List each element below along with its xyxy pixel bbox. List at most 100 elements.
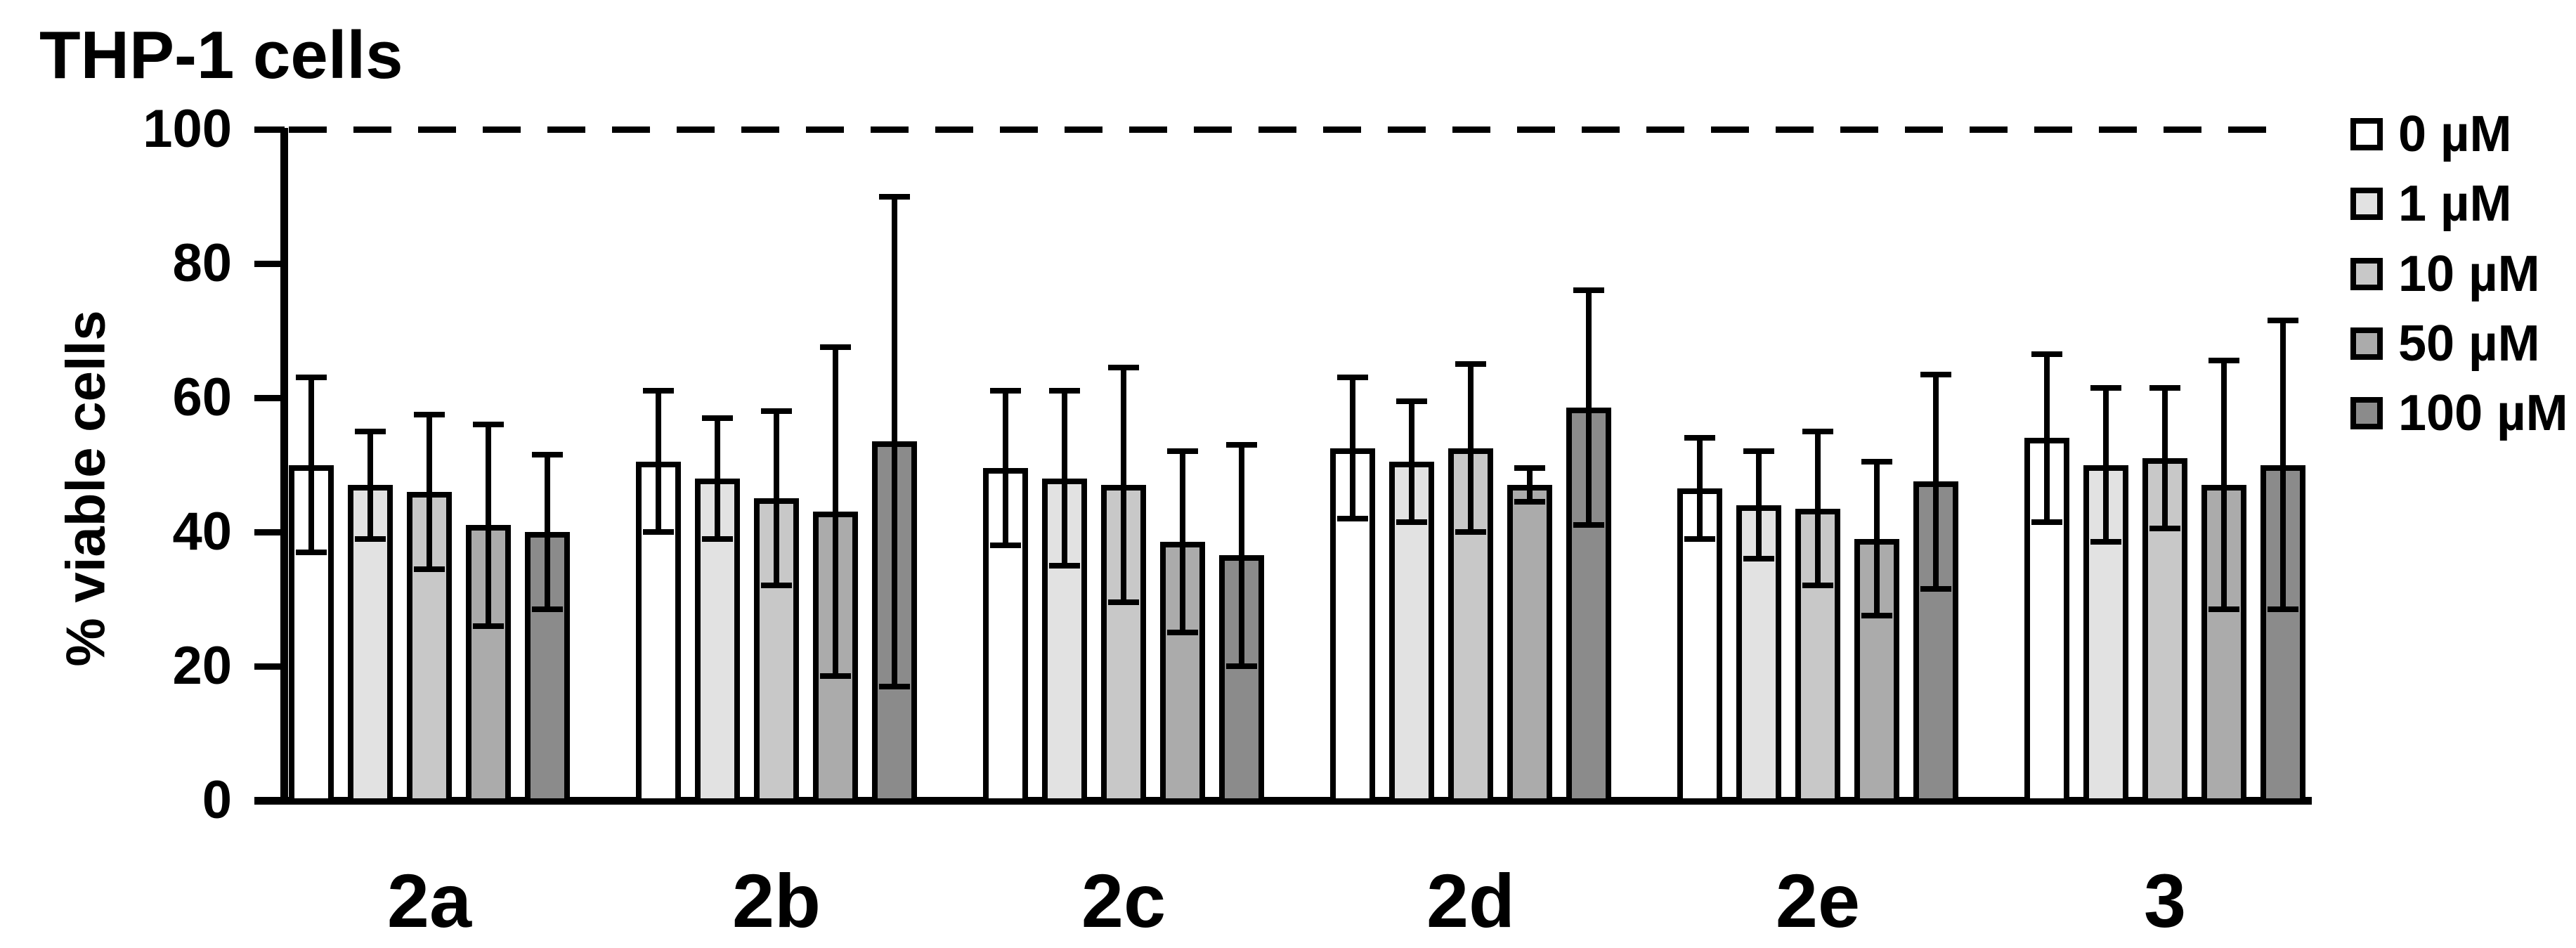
error-cap-top-3-100µM (2268, 318, 2298, 324)
error-cap-bottom-2a-0µM (296, 549, 327, 555)
error-cap-top-2e-50µM (1861, 458, 1892, 465)
error-bar-2a-100µM (545, 455, 550, 609)
error-bar-2b-1µM (715, 417, 720, 539)
legend-entry-50µM: 50 µM (2350, 315, 2540, 372)
y-axis-label: % viable cells (54, 310, 117, 667)
error-cap-top-2e-1µM (1743, 448, 1774, 455)
error-cap-top-2e-100µM (1920, 371, 1951, 377)
error-cap-top-2b-0µM (643, 388, 674, 394)
error-bar-3-100µM (2280, 320, 2286, 609)
legend-label-10µM: 10 µM (2398, 245, 2540, 302)
error-cap-bottom-2b-1µM (702, 535, 733, 542)
legend-entry-100µM: 100 µM (2350, 385, 2568, 441)
y-tick-0 (254, 798, 285, 804)
legend-swatch-0µM (2350, 118, 2383, 150)
error-cap-top-2a-10µM (414, 411, 445, 417)
legend-swatch-100µM (2350, 397, 2383, 430)
error-bar-2e-100µM (1933, 374, 1939, 590)
error-cap-top-2a-1µM (355, 428, 386, 434)
error-bar-2d-1µM (1409, 401, 1414, 522)
bar-2e-1µM (1736, 505, 1781, 804)
error-cap-top-2b-100µM (879, 193, 910, 200)
error-bar-2b-10µM (774, 411, 779, 586)
error-cap-bottom-2e-1µM (1743, 556, 1774, 562)
error-cap-top-2c-0µM (990, 388, 1021, 394)
error-cap-bottom-2d-1µM (1396, 519, 1427, 525)
error-cap-bottom-3-0µM (2031, 519, 2062, 525)
error-bar-2c-50µM (1180, 451, 1185, 633)
error-cap-top-2a-0µM (296, 375, 327, 381)
error-cap-bottom-2b-10µM (761, 583, 792, 589)
error-cap-top-2d-0µM (1337, 375, 1368, 381)
error-cap-bottom-2d-0µM (1337, 515, 1368, 521)
error-cap-bottom-2c-50µM (1167, 630, 1198, 636)
error-bar-2c-100µM (1239, 444, 1244, 666)
chart-title: THP-1 cells (39, 18, 403, 93)
error-cap-top-3-0µM (2031, 351, 2062, 357)
error-cap-top-2c-1µM (1049, 388, 1080, 394)
legend-swatch-50µM (2350, 327, 2383, 360)
y-tick-40 (254, 529, 285, 535)
error-cap-top-2d-50µM (1514, 465, 1545, 472)
error-bar-2d-10µM (1468, 364, 1474, 532)
error-cap-top-2b-1µM (702, 415, 733, 421)
error-cap-bottom-2a-10µM (414, 566, 445, 572)
bar-2d-50µM (1507, 485, 1552, 804)
y-tick-label-20: 20 (172, 636, 232, 696)
y-tick-label-40: 40 (172, 502, 232, 561)
error-bar-2b-100µM (892, 196, 897, 687)
error-cap-top-2d-100µM (1573, 287, 1604, 294)
error-cap-top-2b-10µM (761, 408, 792, 415)
error-cap-top-2d-10µM (1455, 361, 1486, 368)
error-bar-2a-0µM (308, 377, 314, 552)
error-cap-top-2c-50µM (1167, 448, 1198, 455)
error-bar-3-1µM (2103, 387, 2109, 543)
error-bar-2b-50µM (833, 347, 838, 677)
y-tick-label-0: 0 (202, 770, 232, 830)
error-bar-2d-0µM (1350, 377, 1355, 519)
error-cap-bottom-2a-100µM (532, 606, 563, 612)
y-tick-label-100: 100 (143, 99, 232, 159)
error-cap-bottom-2c-1µM (1049, 562, 1080, 569)
legend-label-1µM: 1 µM (2398, 176, 2512, 233)
error-cap-top-2e-10µM (1802, 428, 1833, 434)
error-cap-bottom-2a-1µM (355, 535, 386, 542)
error-bar-2b-0µM (656, 391, 661, 532)
error-cap-top-2a-100µM (532, 452, 563, 458)
error-cap-bottom-3-100µM (2268, 606, 2298, 612)
legend-swatch-1µM (2350, 188, 2383, 221)
error-bar-3-50µM (2221, 361, 2227, 609)
y-tick-60 (254, 395, 285, 401)
error-bar-2c-0µM (1003, 391, 1008, 546)
x-category-label-2d: 2d (1426, 858, 1516, 943)
legend-swatch-10µM (2350, 257, 2383, 290)
error-cap-top-2d-1µM (1396, 398, 1427, 404)
error-bar-2a-10µM (427, 414, 432, 569)
error-cap-bottom-2e-100µM (1920, 586, 1951, 592)
reference-dashed-line-100 (289, 126, 2286, 133)
legend-label-0µM: 0 µM (2398, 106, 2512, 162)
y-tick-label-60: 60 (172, 368, 232, 427)
error-cap-bottom-2d-50µM (1514, 499, 1545, 505)
error-bar-2c-1µM (1062, 391, 1067, 566)
error-cap-bottom-2b-0µM (643, 529, 674, 535)
x-category-label-2c: 2c (1081, 858, 1166, 943)
y-axis-line (280, 128, 288, 804)
error-cap-top-3-10µM (2149, 384, 2180, 391)
error-cap-bottom-2c-10µM (1108, 599, 1139, 606)
error-bar-3-0µM (2044, 353, 2050, 522)
legend-label-50µM: 50 µM (2398, 315, 2540, 372)
error-bar-2a-1µM (367, 431, 373, 539)
legend-entry-0µM: 0 µM (2350, 106, 2512, 162)
x-category-label-2a: 2a (386, 858, 472, 943)
error-cap-top-2c-10µM (1108, 365, 1139, 371)
error-bar-2e-10µM (1815, 431, 1821, 586)
error-bar-3-10µM (2162, 387, 2168, 529)
error-bar-2e-1µM (1756, 451, 1762, 559)
error-cap-bottom-2d-10µM (1455, 529, 1486, 535)
error-bar-2a-50µM (486, 424, 491, 626)
error-cap-bottom-2c-0µM (990, 543, 1021, 549)
error-bar-2c-10µM (1121, 368, 1126, 603)
error-cap-bottom-3-10µM (2149, 526, 2180, 532)
